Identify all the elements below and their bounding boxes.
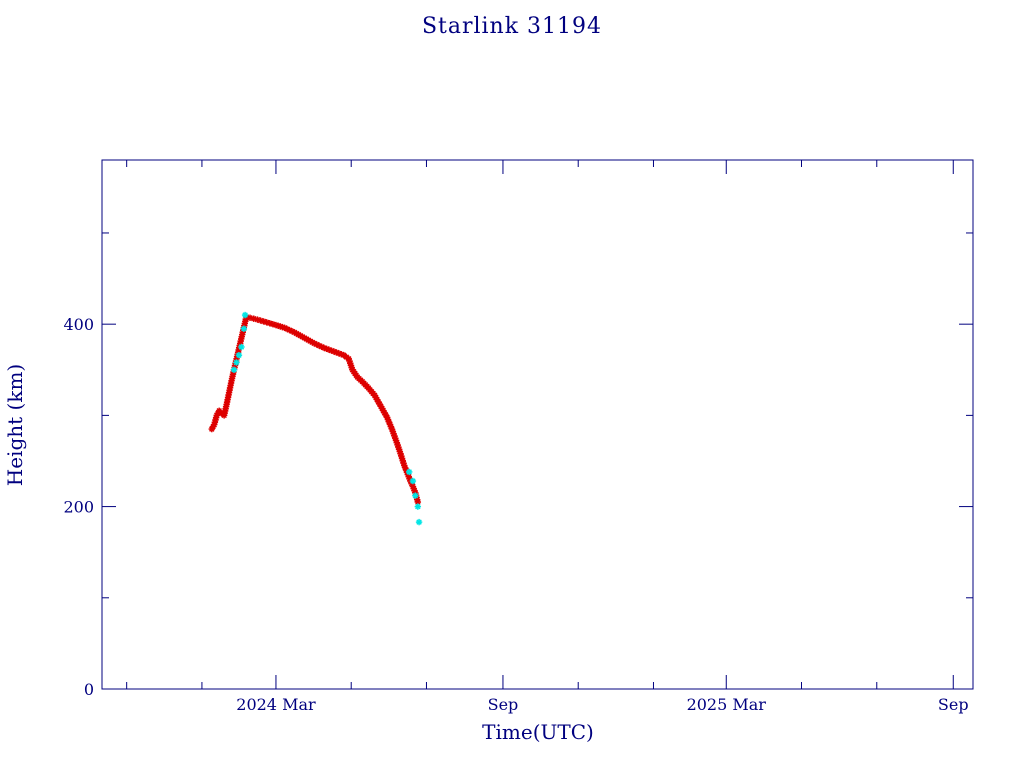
data-point xyxy=(241,311,249,319)
y-tick-label: 0 xyxy=(84,680,94,699)
y-axis-title: Height (km) xyxy=(3,364,27,486)
data-point-stroke xyxy=(415,503,421,510)
data-point xyxy=(233,359,240,366)
data-point xyxy=(415,518,423,526)
data-point-stroke xyxy=(387,421,393,428)
data-marks xyxy=(208,311,423,526)
x-tick-label: 2024 Mar xyxy=(236,695,316,714)
data-point-stroke xyxy=(390,430,397,437)
data-point-stroke xyxy=(247,315,253,321)
data-point-stroke xyxy=(241,325,247,332)
y-tick-label: 200 xyxy=(63,498,94,517)
data-point xyxy=(235,351,243,359)
data-point-stroke xyxy=(391,433,398,439)
x-tick-label: Sep xyxy=(488,695,519,714)
data-point-stroke xyxy=(289,328,295,335)
data-point-stroke xyxy=(238,344,245,350)
data-point-stroke xyxy=(385,416,391,423)
data-point-stroke xyxy=(402,465,408,471)
data-point-stroke xyxy=(284,326,290,332)
data-point-stroke xyxy=(231,367,237,373)
data-point-stroke xyxy=(403,467,409,473)
data-point-stroke xyxy=(328,347,335,354)
data-point-stroke xyxy=(323,346,330,352)
data-point-stroke xyxy=(281,325,288,331)
data-point xyxy=(238,343,245,351)
data-point-stroke xyxy=(311,340,317,347)
data-point xyxy=(405,468,413,476)
data-point xyxy=(409,477,417,485)
data-point-stroke xyxy=(389,428,396,435)
data-point xyxy=(414,503,422,510)
data-point-stroke xyxy=(316,342,322,349)
data-point-stroke xyxy=(412,492,419,499)
data-point-stroke xyxy=(233,359,240,366)
data-point-stroke xyxy=(389,426,395,432)
data-point xyxy=(412,492,419,499)
y-tick-label: 400 xyxy=(63,315,94,334)
data-point-stroke xyxy=(216,408,222,414)
data-point-stroke xyxy=(333,349,340,356)
data-point-stroke xyxy=(313,341,320,348)
tick-labels: 2024 Mar Sep 2025 Mar Sep 0 200 400 xyxy=(63,315,968,714)
data-point-stroke xyxy=(336,350,342,357)
data-point-stroke xyxy=(326,346,332,353)
data-point-stroke xyxy=(331,348,337,355)
x-tick-label: 2025 Mar xyxy=(687,695,767,714)
data-point xyxy=(230,366,238,373)
data-point-stroke xyxy=(392,435,398,441)
data-point-stroke xyxy=(388,423,394,430)
axis-ticks xyxy=(102,160,973,690)
data-point-stroke xyxy=(416,519,422,525)
data-point-stroke xyxy=(242,312,248,318)
data-point-stroke xyxy=(384,414,390,420)
x-axis-title: Time(UTC) xyxy=(482,720,594,744)
data-point-stroke xyxy=(338,351,345,358)
chart-title: Starlink 31194 xyxy=(421,14,603,39)
data-point-stroke xyxy=(236,352,242,358)
data-point-stroke xyxy=(318,343,325,350)
data-point-stroke xyxy=(286,327,293,333)
data-point xyxy=(414,498,422,506)
data-point-stroke xyxy=(321,345,327,351)
data-point-stroke xyxy=(415,499,421,505)
data-point-stroke xyxy=(410,478,416,484)
x-tick-label: Sep xyxy=(938,695,969,714)
plot-frame xyxy=(101,159,974,690)
data-point-stroke xyxy=(386,419,392,425)
data-point-stroke xyxy=(393,437,399,444)
data-point-stroke xyxy=(401,462,408,469)
data-point-stroke xyxy=(250,315,257,322)
data-point xyxy=(240,325,248,332)
data-point-stroke xyxy=(406,469,412,475)
